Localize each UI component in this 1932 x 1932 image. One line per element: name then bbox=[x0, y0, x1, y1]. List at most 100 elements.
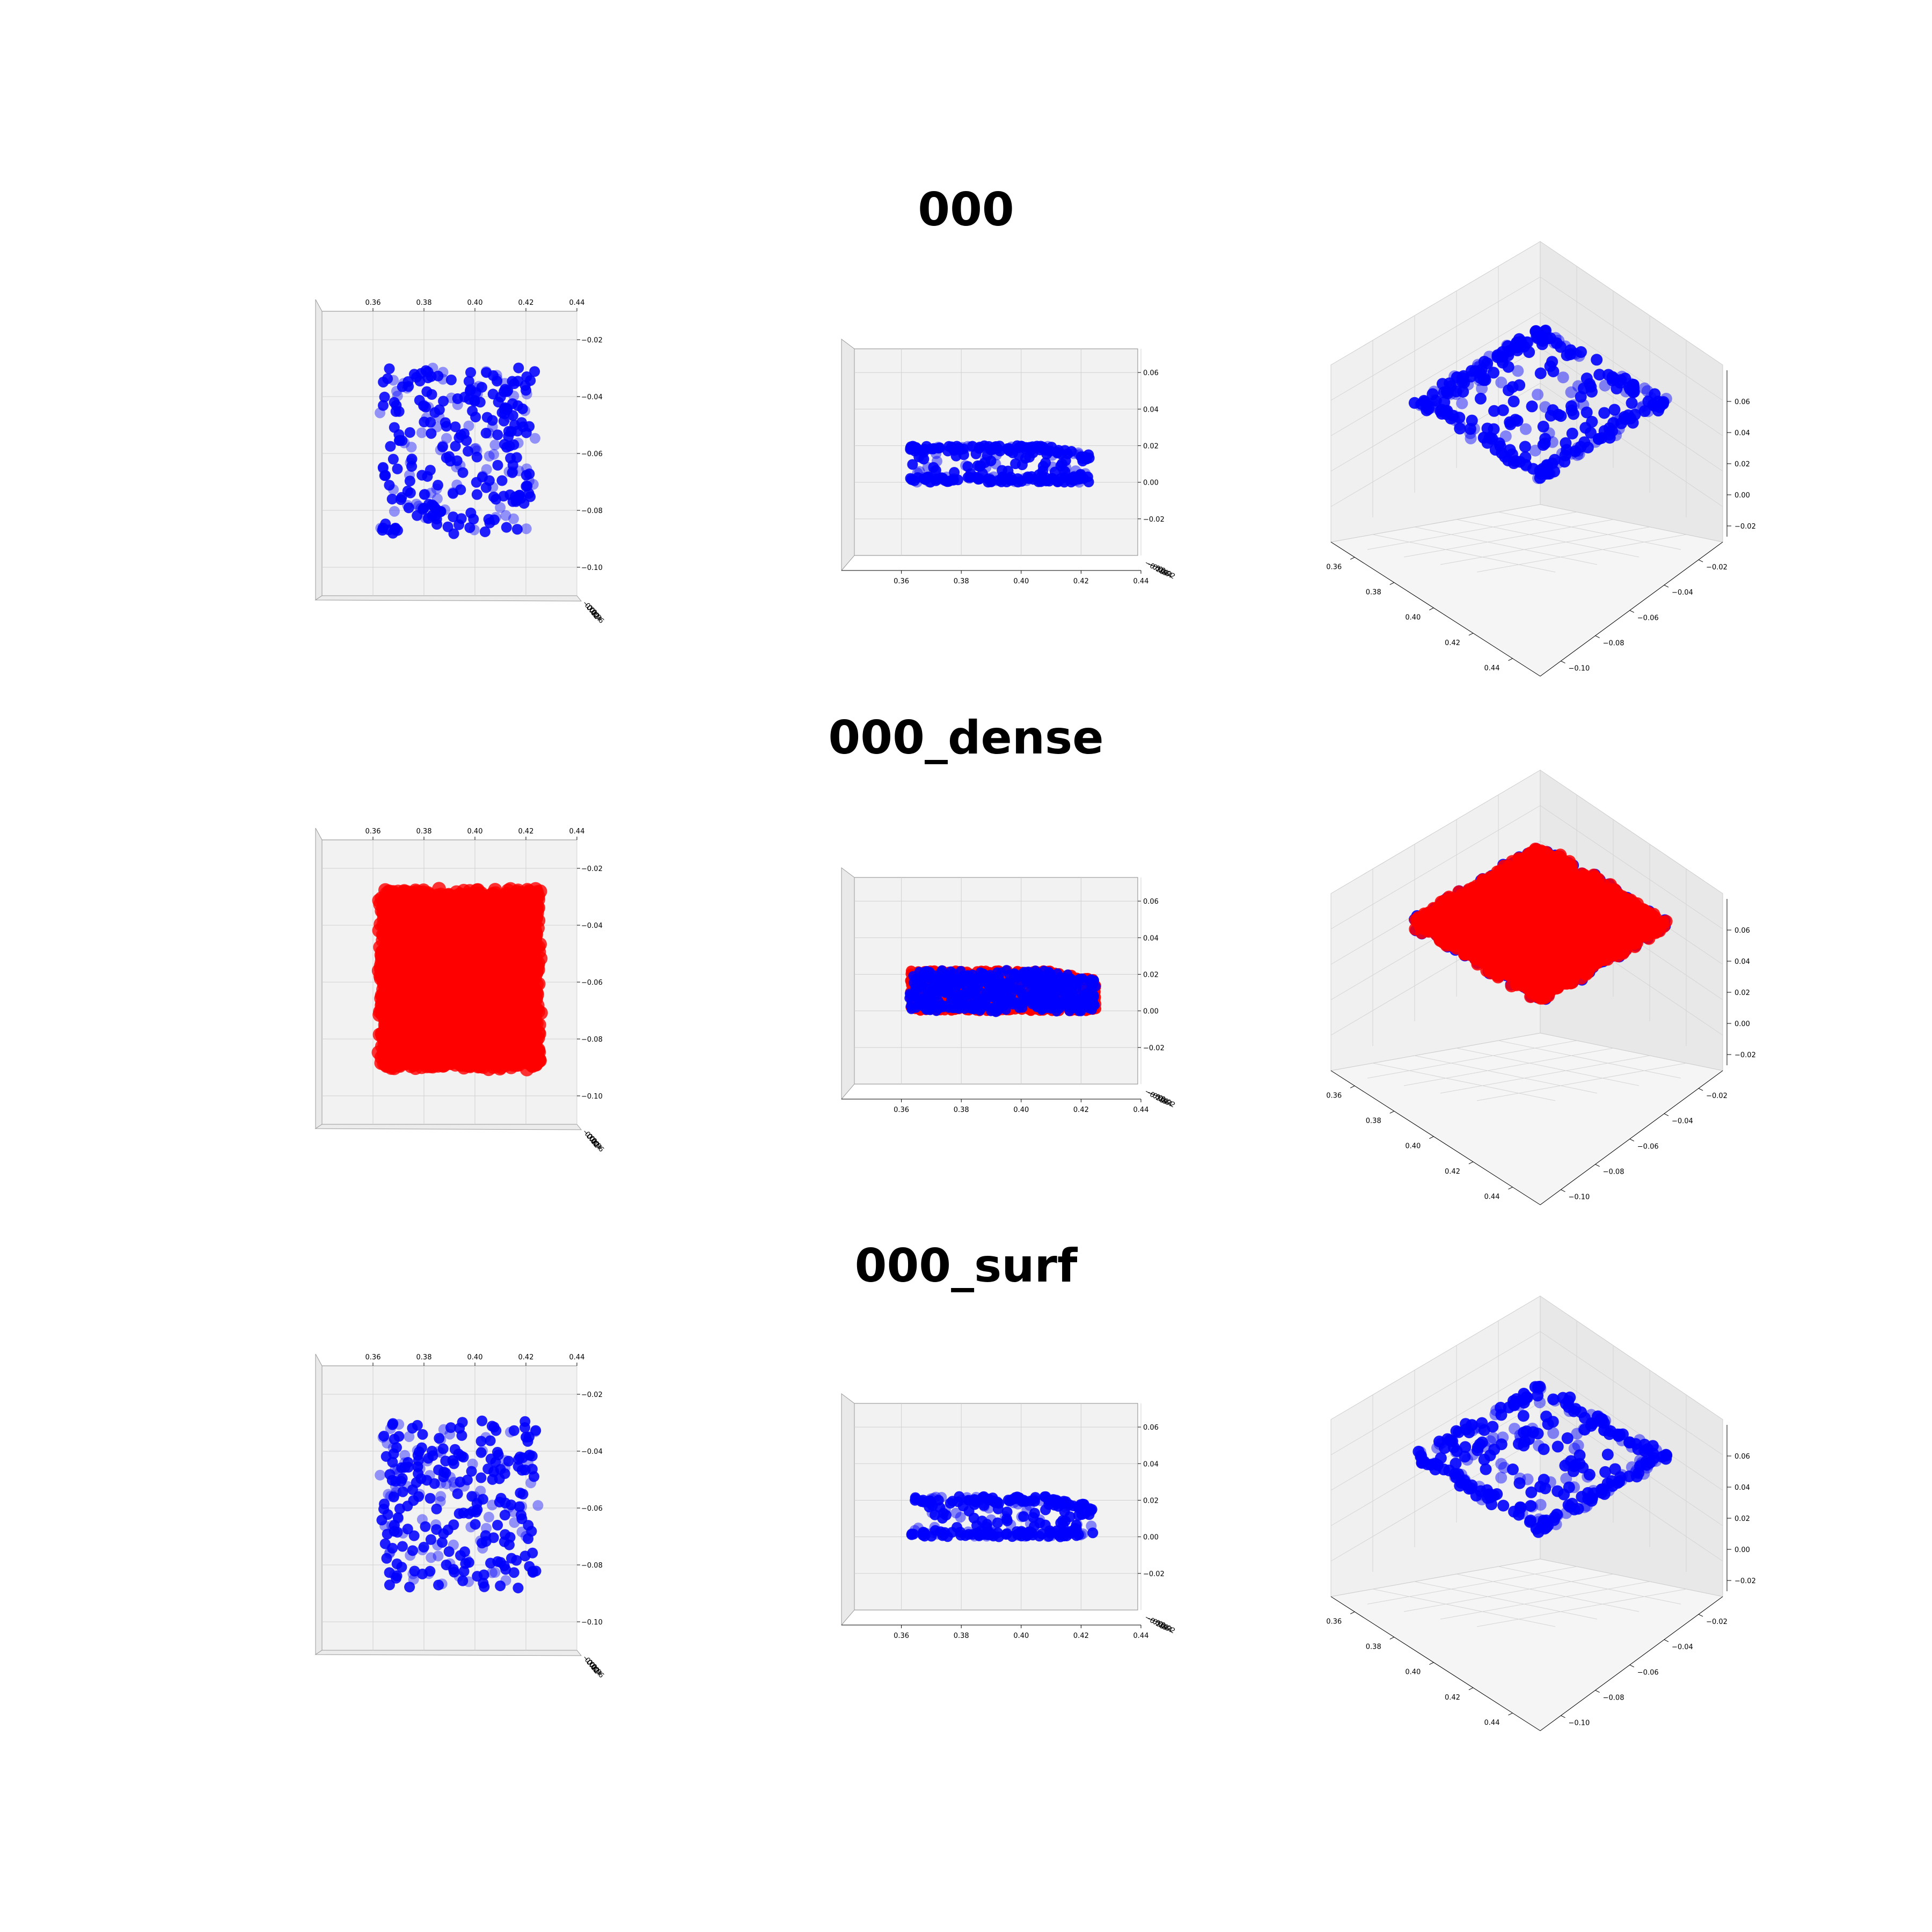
x-tick-mark bbox=[1350, 557, 1355, 560]
x-tick-label: 0.36 bbox=[1326, 563, 1342, 571]
scatter-point-dense bbox=[522, 920, 536, 934]
scatter-point bbox=[1037, 465, 1049, 477]
x-tick-label: 0.42 bbox=[1073, 577, 1089, 586]
scatter-point bbox=[1560, 437, 1572, 449]
scatter-point bbox=[403, 502, 414, 514]
scatter-point bbox=[1501, 339, 1513, 352]
scatter-point bbox=[962, 472, 974, 483]
scatter-point bbox=[1615, 374, 1627, 386]
scatter-point-dense bbox=[488, 980, 503, 995]
scatter-point bbox=[412, 510, 423, 521]
scatter-point-dense bbox=[514, 1031, 528, 1045]
scatter-point-dense bbox=[399, 1004, 414, 1019]
scatter-point bbox=[1041, 445, 1052, 457]
scatter-point-dense bbox=[530, 885, 544, 899]
top-view-000-dense: 0.36 0.38 0.40 0.42 0.44−0.10−0.08−0.06−0.04… bbox=[314, 828, 605, 1154]
scatter-point bbox=[984, 472, 995, 484]
y-tick-mark bbox=[1664, 584, 1669, 588]
scatter-point-dense bbox=[457, 1005, 472, 1020]
scatter-point bbox=[492, 459, 503, 471]
scatter-point bbox=[492, 429, 503, 441]
z-tick-label: 0.00 bbox=[1143, 1008, 1159, 1016]
scatter-point bbox=[1495, 354, 1507, 366]
scatter-point-dense bbox=[375, 998, 389, 1013]
scatter-point bbox=[1028, 474, 1039, 485]
scatter-point-dense bbox=[525, 1043, 540, 1057]
scatter-point bbox=[445, 374, 457, 385]
scatter-point bbox=[1580, 372, 1593, 385]
side-pane bbox=[315, 299, 323, 601]
scatter-point bbox=[1564, 344, 1577, 356]
grid-line bbox=[1540, 347, 1723, 472]
scatter-point-dense bbox=[419, 1011, 433, 1025]
scatter-point bbox=[495, 391, 506, 402]
y-tick-label: −0.08 bbox=[581, 1036, 603, 1044]
scatter-point bbox=[392, 525, 403, 536]
top-view-000: 0.36 0.38 0.40 0.42 0.44−0.10−0.08−0.06−0.04… bbox=[314, 299, 605, 625]
scatter-point-dense bbox=[482, 1043, 496, 1057]
scatter-point bbox=[513, 437, 524, 449]
scatter-point bbox=[1497, 404, 1509, 416]
scatter-point-dense bbox=[383, 943, 397, 957]
y-tick-label: −0.10 bbox=[581, 564, 603, 572]
scatter-point bbox=[441, 433, 452, 444]
scatter-point-dense bbox=[430, 953, 445, 967]
scatter-point-dense bbox=[463, 1059, 478, 1073]
scatter-point-dense bbox=[473, 928, 487, 942]
scatter-point-dense bbox=[399, 942, 413, 957]
scatter-point bbox=[1493, 437, 1505, 449]
scatter-point bbox=[1584, 427, 1597, 439]
scatter-point bbox=[488, 514, 500, 525]
scatter-point-dense bbox=[524, 951, 539, 965]
grid-line bbox=[1456, 519, 1640, 558]
x-tick-label: 0.40 bbox=[1013, 1106, 1029, 1114]
x-tick-label: 0.40 bbox=[1013, 577, 1029, 586]
scatter-point bbox=[419, 489, 430, 500]
x-tick-label: 0.44 bbox=[569, 828, 585, 836]
grid-line bbox=[1330, 276, 1541, 401]
scatter-point bbox=[1445, 380, 1457, 392]
scatter-point bbox=[1013, 450, 1024, 461]
scatter-point bbox=[507, 467, 518, 478]
scatter-points bbox=[1408, 324, 1672, 485]
scatter-point bbox=[480, 428, 492, 439]
scatter-point bbox=[1566, 427, 1578, 440]
scatter-point bbox=[488, 491, 500, 502]
scatter-point bbox=[1657, 398, 1669, 410]
z-tick-label: 0.06 bbox=[1143, 898, 1159, 906]
scatter-point bbox=[529, 366, 540, 377]
scatter-point-dense bbox=[407, 1034, 422, 1048]
scatter-point bbox=[481, 367, 492, 378]
scatter-point bbox=[1547, 404, 1559, 416]
scatter-point bbox=[513, 376, 524, 387]
scatter-point-dense bbox=[517, 1010, 532, 1024]
scatter-point bbox=[469, 394, 480, 406]
y-tick-label: −0.02 bbox=[581, 865, 603, 873]
scatter-point bbox=[489, 440, 501, 451]
scatter-point bbox=[470, 412, 481, 423]
x-tick-label: 0.38 bbox=[416, 299, 432, 307]
scatter-point-dense bbox=[527, 931, 541, 945]
grid-line bbox=[1414, 526, 1598, 565]
scatter-point-dense bbox=[532, 1018, 546, 1032]
y-tick-label: −0.04 bbox=[581, 393, 603, 401]
x-axis-line bbox=[1330, 541, 1541, 677]
scatter-point bbox=[914, 466, 925, 477]
x-tick-label: 0.42 bbox=[518, 299, 534, 307]
x-tick-label: 0.42 bbox=[518, 828, 534, 836]
scatter-point bbox=[406, 442, 417, 453]
scatter-point bbox=[1586, 415, 1598, 428]
scatter-point-dense bbox=[494, 962, 508, 977]
scatter-point-dense bbox=[378, 1042, 393, 1057]
scatter-point-dense bbox=[470, 975, 485, 990]
scatter-point bbox=[1611, 414, 1623, 426]
scatter-point bbox=[1040, 457, 1051, 469]
scatter-point-dense bbox=[482, 919, 497, 934]
z-tick-label: 0.02 bbox=[1735, 460, 1750, 469]
scatter-point bbox=[389, 397, 400, 408]
scatter-point bbox=[392, 463, 403, 474]
z-tick-label: 0.06 bbox=[1143, 369, 1159, 377]
scatter-point bbox=[1488, 423, 1500, 435]
grid-line bbox=[1476, 534, 1687, 573]
scatter-point bbox=[431, 484, 442, 495]
